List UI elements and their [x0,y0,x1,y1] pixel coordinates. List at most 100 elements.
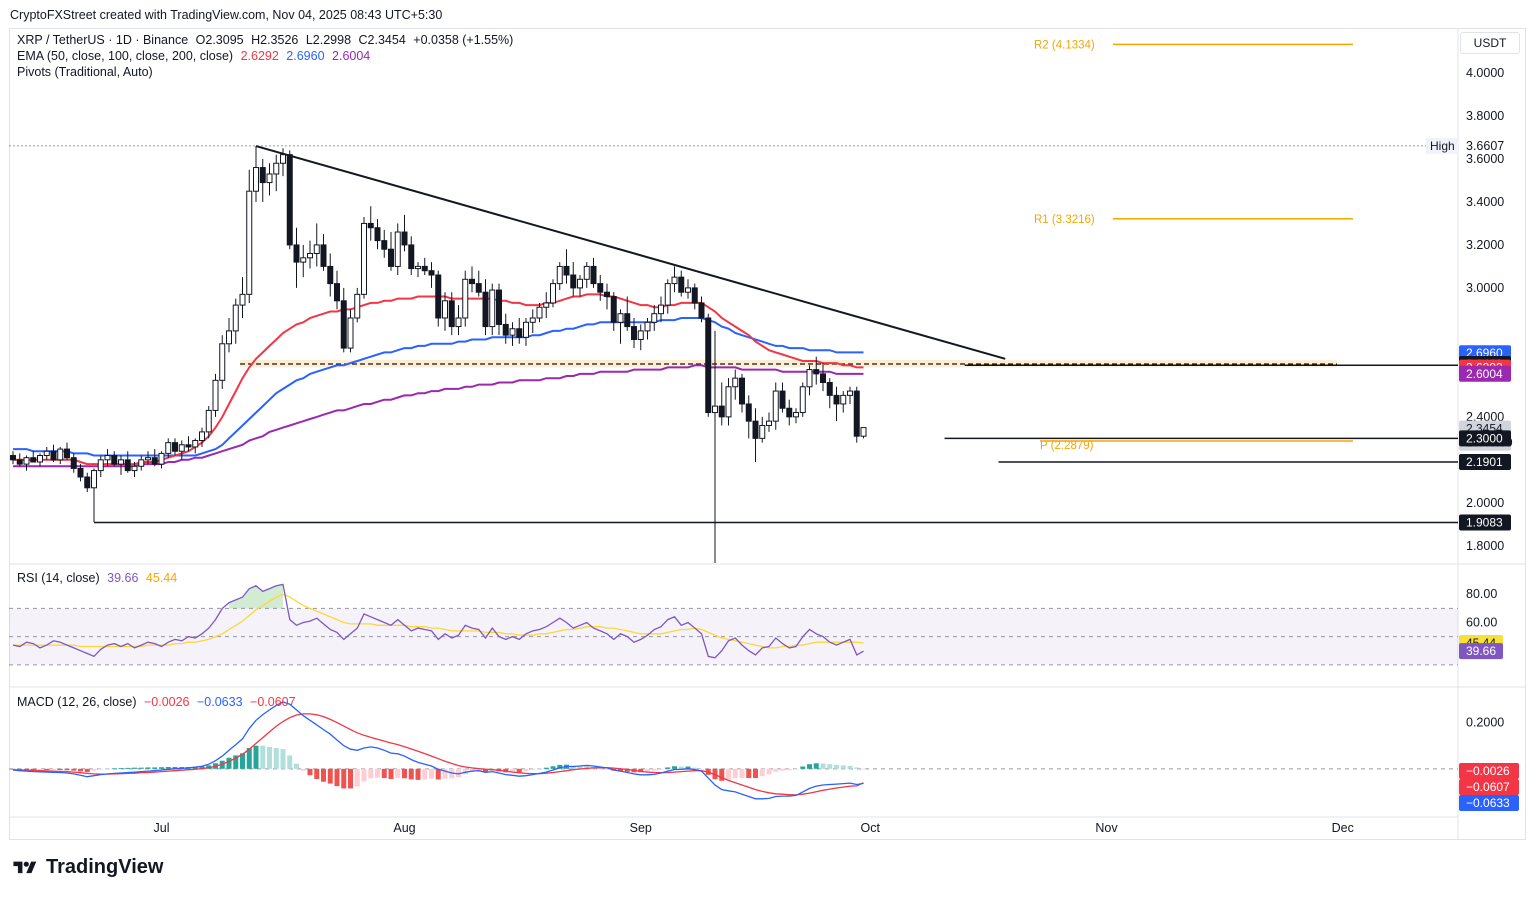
price-badge-label: 2.1901 [1466,455,1503,469]
macd-signal-line [12,713,864,796]
candle-up [165,442,172,454]
candle-down [496,289,502,325]
candle-down [64,448,70,459]
rsi-ma-value: 45.44 [145,571,178,585]
macd-histogram-bar [523,768,529,772]
price-badge [1459,430,1511,447]
candle-down [678,276,685,293]
pivots-legend[interactable]: Pivots (Traditional, Auto) [17,65,157,79]
macd-line-value: −0.0633 [197,695,243,709]
macd-histogram-bar [132,767,137,769]
macd-legend[interactable]: MACD (12, 26, close) −0.0026 −0.0633 −0.… [17,695,300,709]
time-axis-label: Sep [630,821,652,835]
macd-histogram-bar [280,749,286,769]
macd-histogram-bar [854,767,860,769]
candle-up [712,405,718,414]
macd-histogram-bar [834,764,839,769]
candle-up [354,293,361,319]
macd-histogram-bar [294,763,299,769]
candle-up [158,452,165,465]
high-tag-label: High [1430,139,1455,153]
macd-histogram-bar [334,768,340,787]
macd-histogram-bar [125,767,131,769]
macd-histogram-bar [807,764,812,769]
candle-down [428,270,435,276]
candle-down [475,283,482,293]
candle-down [745,403,752,422]
candle-down [286,154,293,246]
macd-badge [1459,795,1519,811]
macd-histogram-bar [699,768,704,770]
candle-up [415,265,421,270]
candle-up [347,317,354,349]
macd-histogram-bar [516,768,522,773]
candle-down [124,459,131,472]
macd-histogram-bar [105,768,110,770]
macd-histogram-bar [10,768,16,770]
candle-down [698,302,705,319]
candle-down [388,248,394,267]
candle-down [563,265,570,276]
candle-down [50,450,57,461]
candle-up [671,276,678,285]
candle-down [820,373,826,383]
macd-histogram-bar [64,768,70,771]
candle-up [577,278,583,289]
candle-up [104,455,111,461]
macd-histogram-bar [820,763,826,769]
candle-down [374,227,381,242]
currency-button[interactable]: USDT [1460,32,1520,54]
candle-up [239,293,246,306]
candle-down [30,457,37,463]
macd-badge [1459,779,1519,795]
macd-histogram-bar [658,768,664,770]
rsi-legend[interactable]: RSI (14, close) 39.66 45.44 [17,571,181,585]
candle-up [543,302,550,308]
macd-histogram-bar [395,768,401,779]
candle-up [246,190,253,295]
candle-down [469,278,475,285]
candle-up [556,265,563,285]
macd-histogram-bar [287,755,293,769]
change-value: +0.0358 (+1.55%) [413,33,514,47]
rsi-badge [1459,643,1503,660]
price-tick-label: 3.4000 [1466,195,1504,209]
candle-up [732,377,739,388]
pivot-label: R2 (4.1334) [1034,39,1095,51]
candle-up [273,162,280,175]
ema-legend[interactable]: EMA (50, close, 100, close, 200, close) … [17,49,374,63]
macd-badge-label: −0.0026 [1466,764,1510,778]
price-tick-label: 2.0000 [1466,496,1504,510]
price-badge [1459,514,1511,531]
candle-down [516,328,523,338]
candle-down [739,377,745,405]
candle-up [806,369,813,388]
macd-histogram-bar [597,768,603,769]
macd-histogram-bar [753,768,758,779]
candle-up [658,304,664,315]
macd-histogram-bar [44,768,50,770]
candle-down [435,274,442,319]
macd-histogram-bar [732,768,738,779]
macd-histogram-bar [685,766,691,769]
macd-histogram-bar [719,768,725,781]
candle-down [16,459,23,465]
symbol-name[interactable]: XRP / TetherUS · 1D · Binance [17,33,189,47]
macd-badge [1459,763,1519,779]
candle-up [840,394,847,405]
candle-down [320,244,327,267]
macd-histogram-bar [152,767,158,769]
candle-up [536,306,543,319]
candle-down [752,420,759,439]
macd-histogram-bar [260,745,266,769]
macd-histogram-bar [537,768,542,770]
macd-histogram-bar [550,766,556,769]
candle-up [766,420,772,426]
high-tag [1426,137,1458,154]
rsi-label: RSI (14, close) [17,571,100,585]
time-axis-label: Oct [861,821,881,835]
macd-histogram-bar [91,768,97,771]
candle-down [624,313,631,328]
candle-up [266,173,273,184]
